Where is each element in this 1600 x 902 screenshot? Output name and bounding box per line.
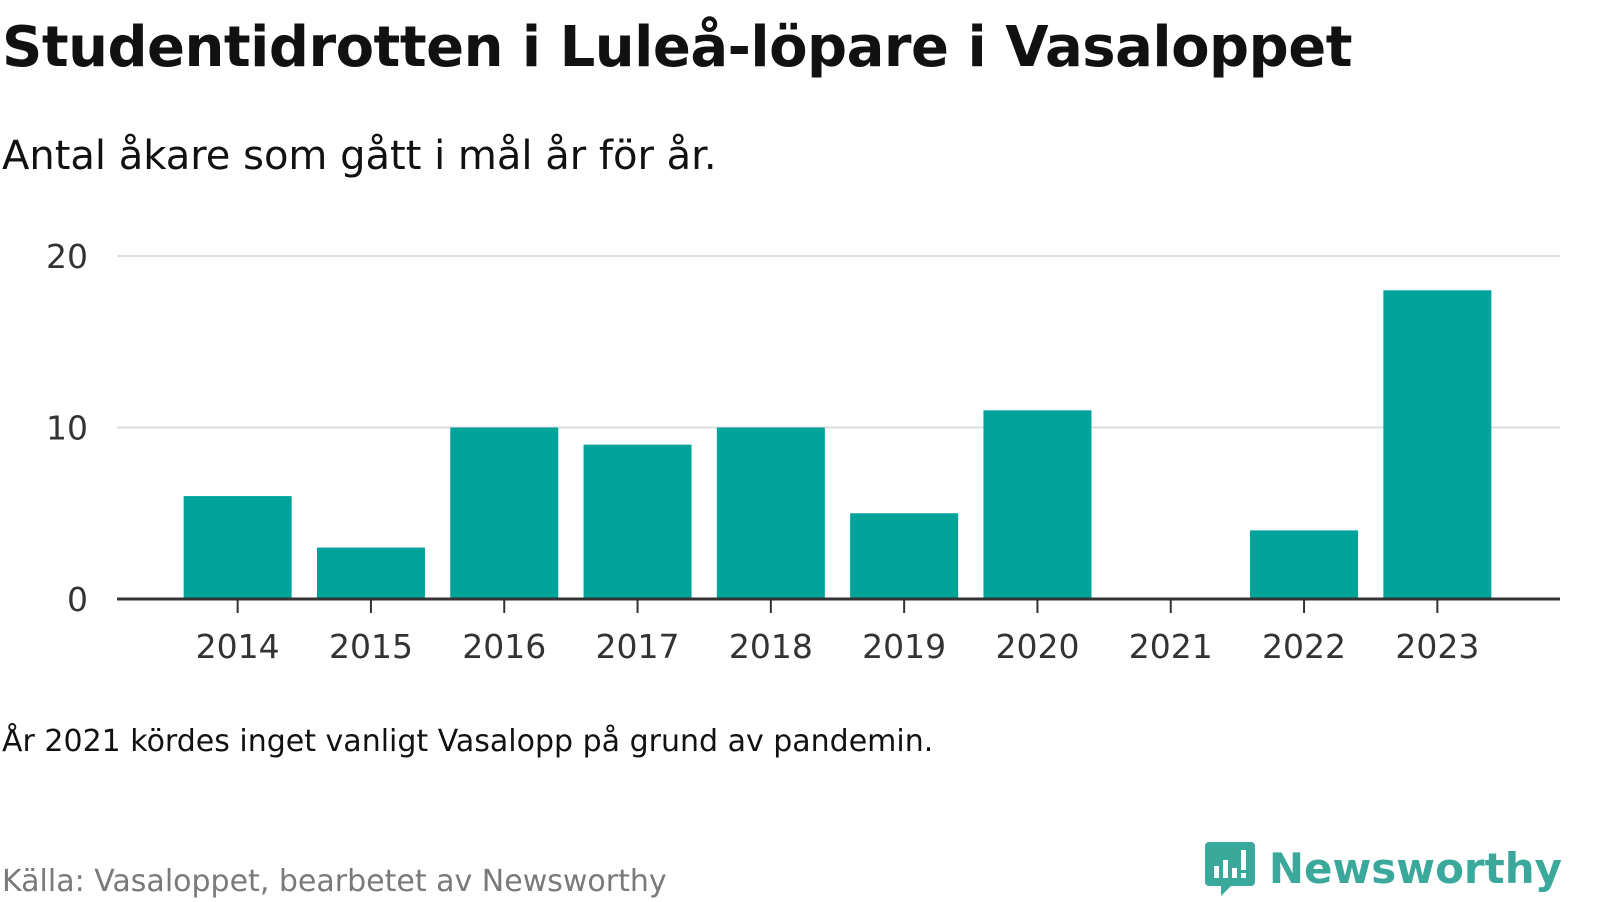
tick-labels: 0 10 20 2014 2015 2016 2017 2018 2019 2020 2021 202…: [46, 237, 1479, 666]
bar-chart: 0 10 20 2014 2015 2016 2017 2018 2019 2020 2021 202…: [46, 237, 1560, 666]
bar-2017: [583, 444, 692, 599]
bar-2020: [983, 410, 1092, 599]
bar-2019: [850, 513, 959, 599]
x-tick-label: 2023: [1395, 627, 1479, 666]
x-tick-label: 2015: [329, 627, 413, 666]
x-tick-label: 2020: [995, 627, 1079, 666]
gridlines: [117, 255, 1560, 429]
bar-2018: [716, 427, 825, 599]
chart-note: År 2021 kördes inget vanligt Vasalopp på…: [2, 724, 934, 759]
x-tick-label: 2017: [596, 627, 680, 666]
bar-2014: [183, 496, 292, 599]
x-tick-label: 2016: [462, 627, 546, 666]
newsworthy-logo-icon: [1204, 842, 1255, 896]
brand-name: Newsworthy: [1268, 844, 1562, 893]
bar-2023: [1383, 290, 1492, 599]
x-tick-label: 2014: [196, 627, 280, 666]
y-tick-label: 0: [67, 580, 88, 619]
chart-subtitle: Antal åkare som gått i mål år för år.: [2, 133, 717, 179]
source-credit: Källa: Vasaloppet, bearbetet av Newswort…: [2, 864, 667, 899]
x-tick-label: 2022: [1262, 627, 1346, 666]
y-tick-label: 10: [46, 409, 88, 448]
y-tick-label: 20: [46, 237, 88, 276]
bar-2016: [450, 427, 559, 599]
bar-2015: [316, 547, 425, 599]
x-tick-label: 2019: [862, 627, 946, 666]
x-tick-label: 2021: [1129, 627, 1213, 666]
newsworthy-logo: Newsworthy: [1204, 842, 1562, 896]
chart-title: Studentidrotten i Luleå-löpare i Vasalop…: [2, 15, 1352, 80]
x-axis: [117, 597, 1560, 613]
bar-2022: [1250, 530, 1359, 599]
x-tick-label: 2018: [729, 627, 813, 666]
bars: [183, 290, 1492, 599]
